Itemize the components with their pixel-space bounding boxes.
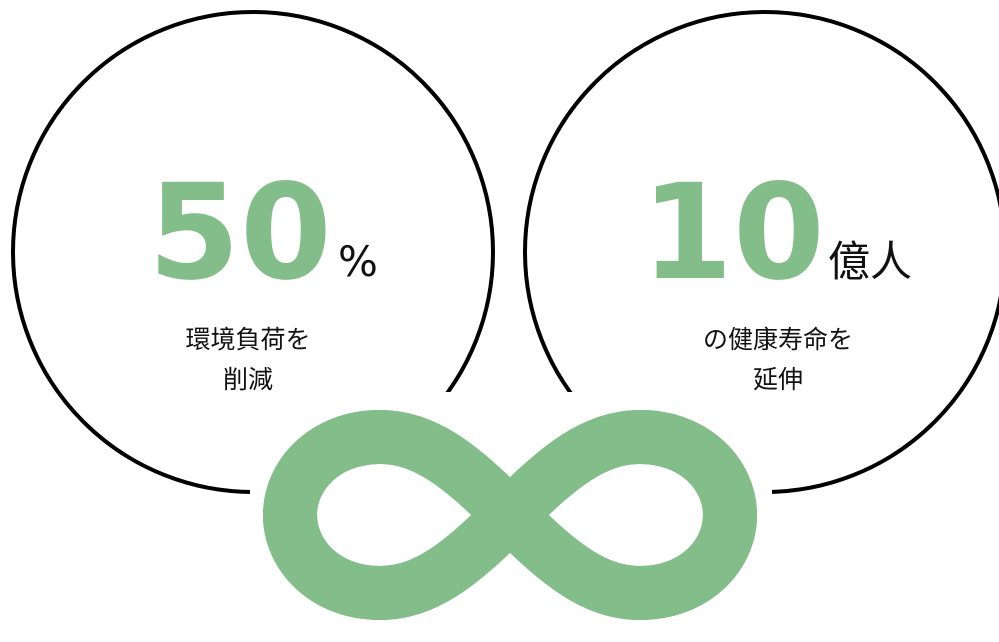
caption: の健康寿命を [703,325,853,354]
caption: 環境負荷を [185,325,310,354]
unit: % [338,237,378,286]
number: 10 [641,156,825,310]
number: 50 [148,156,332,310]
infinity-symbol [263,410,757,620]
caption: 削減 [223,365,273,394]
caption: 延伸 [753,365,803,394]
unit: 億人 [828,237,912,286]
